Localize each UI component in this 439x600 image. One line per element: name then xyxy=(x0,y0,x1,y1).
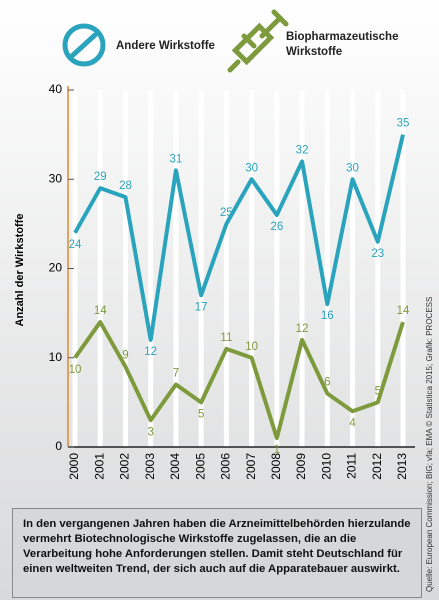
x-tick-label: 2010 xyxy=(319,453,333,480)
x-tick-label: 2004 xyxy=(168,453,182,480)
legend-label: Biopharmazeutische Wirkstoffe xyxy=(286,31,399,58)
data-label: 10 xyxy=(245,341,258,353)
series-line xyxy=(73,320,405,441)
x-tick-label: 2011 xyxy=(345,453,359,479)
series-line xyxy=(73,134,405,342)
data-label: 24 xyxy=(69,239,82,251)
data-label: 14 xyxy=(397,305,410,317)
data-label: 25 xyxy=(220,207,233,219)
data-label: 14 xyxy=(94,305,107,317)
data-label: 16 xyxy=(321,310,334,322)
data-label: 30 xyxy=(346,162,359,174)
note: In den vergangenen Jahren haben die Arzn… xyxy=(12,508,422,598)
data-label: 3 xyxy=(147,426,153,438)
x-tick-label: 2007 xyxy=(244,453,258,480)
data-label: 4 xyxy=(349,417,356,429)
y-axis-label: Anzahl der Wirkstoffe xyxy=(14,214,26,327)
data-label: 9 xyxy=(122,350,128,362)
legend-icon-pill xyxy=(62,23,106,67)
x-tick-label: 2009 xyxy=(294,453,308,480)
data-label: 11 xyxy=(220,332,232,344)
data-label: 1 xyxy=(274,444,280,456)
data-label: 5 xyxy=(198,408,204,420)
data-label: 35 xyxy=(397,118,410,130)
x-tick-label: 2001 xyxy=(92,453,106,480)
y-tick-label: 10 xyxy=(49,350,63,364)
x-tick-label: 2003 xyxy=(143,453,157,480)
data-label: 26 xyxy=(270,221,283,233)
data-label: 32 xyxy=(296,144,309,156)
data-label: 7 xyxy=(173,368,179,380)
legend-icon-syringe xyxy=(227,9,289,73)
y-tick-label: 0 xyxy=(55,439,62,453)
source: Quelle: European Commission; BIG; vfa; E… xyxy=(425,297,434,592)
x-tick-label: 2006 xyxy=(219,453,233,480)
data-label: 30 xyxy=(245,162,258,174)
data-label: 12 xyxy=(144,346,157,358)
x-tick-label: 2012 xyxy=(370,453,384,480)
x-tick-label: 2002 xyxy=(118,453,132,480)
x-tick-label: 2005 xyxy=(193,453,207,480)
data-label: 6 xyxy=(324,376,330,388)
y-tick-label: 20 xyxy=(49,261,63,275)
data-label: 5 xyxy=(375,385,381,397)
x-tick-label: 2013 xyxy=(395,453,409,480)
y-tick-label: 40 xyxy=(49,82,63,96)
data-label: 10 xyxy=(69,364,82,376)
data-label: 31 xyxy=(170,153,183,165)
data-label: 29 xyxy=(94,171,107,183)
legend-label: Andere Wirkstoffe xyxy=(116,40,215,52)
data-label: 23 xyxy=(371,248,384,260)
data-label: 28 xyxy=(119,180,132,192)
data-label: 17 xyxy=(195,301,208,313)
y-tick-label: 30 xyxy=(49,171,63,185)
x-tick-label: 2000 xyxy=(67,453,81,480)
data-label: 12 xyxy=(296,323,309,335)
x-tick-label: 2008 xyxy=(269,453,283,480)
